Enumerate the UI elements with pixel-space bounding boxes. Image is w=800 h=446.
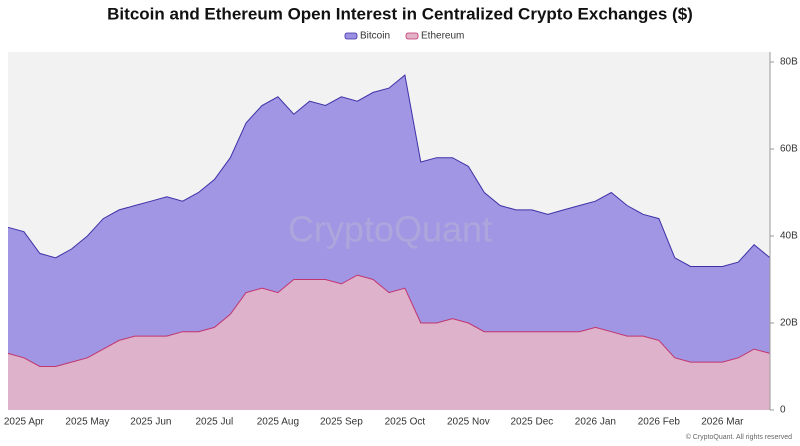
x-tick-label: 2025 Nov [447, 417, 490, 428]
x-tick-label: 2025 May [65, 417, 109, 428]
chart-title: Bitcoin and Ethereum Open Interest in Ce… [107, 4, 693, 23]
y-tick-label: 80B [780, 57, 798, 68]
x-tick-label: 2026 Feb [638, 417, 681, 428]
legend-label: Ethereum [421, 31, 464, 42]
x-tick-label: 2026 Mar [701, 417, 744, 428]
x-tick-label: 2025 Dec [510, 417, 553, 428]
y-tick-label: 40B [780, 231, 798, 242]
x-tick-label: 2025 Jun [130, 417, 171, 428]
x-tick-label: 2025 Aug [257, 417, 299, 428]
area-line [7, 74, 771, 267]
legend-label: Bitcoin [360, 31, 390, 42]
x-tick-label: 2026 Jan [575, 417, 616, 428]
x-tick-label: 2025 Apr [4, 417, 45, 428]
y-tick-label: 60B [780, 144, 798, 155]
y-tick-label: 20B [780, 318, 798, 329]
area [8, 75, 770, 410]
x-tick-label: 2025 Oct [385, 417, 426, 428]
area-line [7, 274, 771, 367]
area [8, 275, 770, 410]
x-tick-label: 2025 Jul [195, 417, 233, 428]
legend-swatch [405, 32, 419, 40]
copyright: © CryptoQuant. All rights reserved [686, 433, 792, 441]
x-tick-label: 2025 Sep [320, 417, 363, 428]
y-tick-label: 0 [780, 405, 786, 416]
legend-swatch [344, 32, 358, 40]
watermark: CryptoQuant [288, 209, 492, 250]
